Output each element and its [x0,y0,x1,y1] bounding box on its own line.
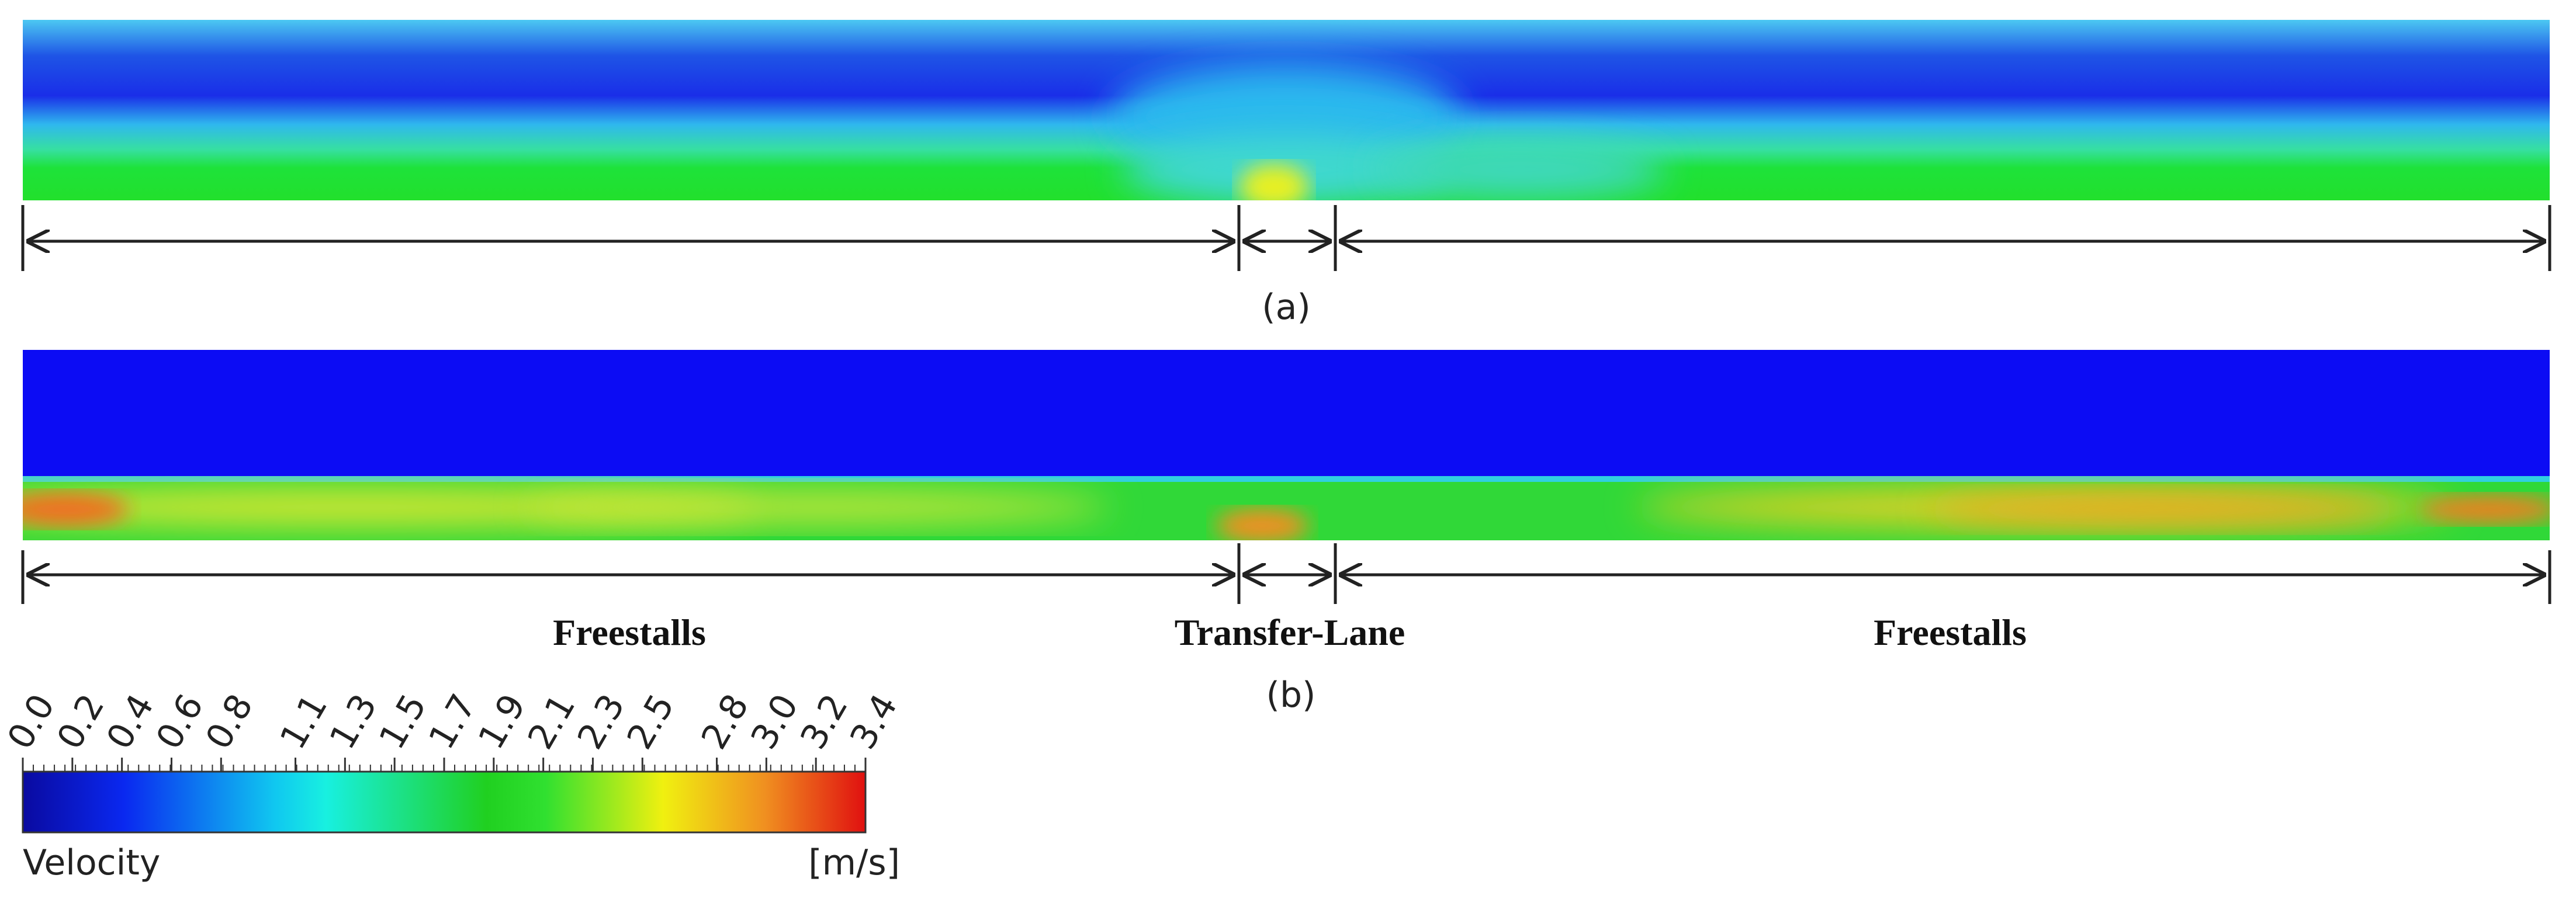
panel-label: (b) [1266,675,1316,716]
colorbar-tick-label: 1.9 [470,688,534,756]
colorbar-ticks: 0.00.20.40.60.8 1.11.31.51.71.92.12.32.5 2… [0,688,906,772]
panel-label: (a) [1262,287,1311,328]
colorbar-tick-label: 0.8 [198,688,261,756]
section-label: Transfer-Lane [1175,612,1405,653]
colorbar [22,770,867,834]
colorbar-unit: [m/s] [808,842,900,883]
colorbar-tick-label: 1.5 [372,688,435,756]
colorbar-tick-label: 0.0 [0,688,63,756]
velocity-field-b-upper [23,350,2550,476]
section-label: Freestalls [553,612,706,653]
colorbar-tick-label: 3.2 [793,688,856,756]
colorbar-tick-label: 1.3 [322,688,385,756]
colorbar-tick-label: 2.8 [694,688,757,756]
colorbar-tick-label: 0.6 [148,688,212,756]
colorbar-tick-label: 2.1 [520,688,583,756]
colorbar-tick-label: 1.7 [421,688,484,756]
colorbar-tick-label: 0.4 [99,688,162,756]
colorbar-tick-label: 0.2 [49,688,112,756]
colorbar-tick-label: 3.0 [743,688,806,756]
dimension-arrows [21,205,2551,604]
colorbar-tick-label: 3.4 [842,688,905,756]
colorbar-tick-label: 2.5 [619,688,683,756]
colorbar-title: Velocity [23,842,160,883]
colorbar-tick-label: 2.3 [570,688,633,756]
velocity-field-b-lower [23,476,2550,540]
section-label: Freestalls [1874,612,2027,653]
colorbar-tick-label: 1.1 [272,688,335,756]
velocity-field-a [23,20,2550,200]
